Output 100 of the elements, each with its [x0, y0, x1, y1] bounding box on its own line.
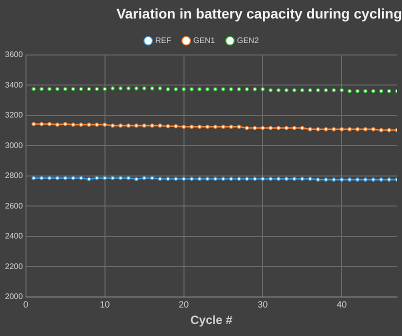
point — [182, 176, 186, 181]
point — [197, 87, 202, 92]
point — [126, 86, 131, 90]
point — [260, 126, 265, 130]
point — [197, 124, 202, 129]
point — [379, 89, 384, 94]
point — [134, 123, 138, 128]
point — [355, 89, 360, 94]
point — [47, 86, 52, 92]
point — [71, 122, 76, 127]
point — [371, 177, 376, 182]
point — [47, 122, 52, 126]
point — [102, 86, 107, 92]
point — [39, 86, 44, 92]
x-tick-label: 40 — [336, 300, 347, 310]
point — [102, 122, 107, 127]
point — [221, 176, 226, 181]
point — [276, 126, 281, 130]
point — [150, 123, 154, 128]
point — [86, 86, 92, 92]
point — [252, 176, 257, 181]
point — [126, 176, 131, 180]
x-tick-label: 0 — [23, 300, 28, 310]
y-tick-label: 3400 — [5, 80, 24, 90]
point — [174, 176, 178, 181]
point — [110, 123, 115, 128]
point — [308, 88, 312, 92]
point — [213, 87, 218, 92]
point — [118, 123, 123, 128]
point — [142, 86, 146, 90]
y-tick-label: 2800 — [5, 171, 24, 180]
point — [205, 124, 210, 129]
point — [55, 176, 60, 180]
point — [182, 124, 186, 129]
point — [221, 87, 226, 92]
point — [126, 123, 131, 128]
point — [32, 122, 36, 126]
point — [190, 124, 194, 129]
point — [142, 176, 146, 180]
point — [94, 122, 99, 127]
point — [78, 122, 84, 127]
point — [118, 86, 123, 90]
point — [252, 126, 257, 130]
point — [39, 122, 44, 126]
point — [78, 176, 84, 180]
point — [284, 126, 289, 130]
point — [300, 126, 304, 130]
point — [55, 86, 60, 92]
y-tick-label: 3600 — [5, 50, 24, 60]
point — [316, 177, 320, 182]
point — [292, 126, 296, 130]
point — [300, 176, 304, 181]
point — [268, 88, 273, 92]
point — [94, 86, 99, 92]
point — [158, 123, 162, 128]
point — [182, 87, 186, 92]
chart-title: Variation in battery capacity during cycling — [116, 5, 402, 22]
point — [197, 176, 202, 181]
point — [78, 86, 84, 92]
legend-label: GEN2 — [237, 36, 260, 46]
y-tick-label: 2600 — [5, 201, 24, 210]
point — [166, 124, 170, 128]
point — [260, 176, 265, 181]
point — [340, 177, 344, 182]
point — [94, 176, 99, 180]
point — [276, 176, 281, 181]
point — [268, 176, 273, 181]
point — [387, 128, 392, 132]
point — [142, 123, 146, 128]
point — [387, 177, 392, 182]
point — [363, 177, 368, 182]
point — [32, 86, 36, 92]
point — [86, 122, 92, 127]
point — [174, 124, 178, 128]
point — [379, 177, 384, 182]
x-tick-label: 10 — [100, 300, 110, 310]
point — [150, 86, 154, 90]
point — [284, 88, 289, 92]
point — [260, 87, 265, 92]
point — [229, 124, 234, 129]
point — [340, 127, 344, 132]
legend-label: REF — [155, 36, 172, 46]
point — [39, 176, 44, 180]
point — [174, 87, 178, 92]
point — [324, 177, 328, 182]
point — [316, 88, 320, 92]
point — [363, 89, 368, 94]
point — [236, 124, 242, 129]
point — [158, 176, 162, 181]
y-tick-label: 3000 — [5, 140, 24, 150]
point — [348, 89, 352, 94]
point — [134, 86, 138, 90]
point — [47, 176, 52, 180]
point — [236, 87, 242, 92]
point — [348, 127, 352, 132]
point — [244, 126, 250, 130]
point — [213, 124, 218, 129]
point — [190, 87, 194, 92]
point — [308, 176, 312, 181]
point — [300, 88, 304, 92]
